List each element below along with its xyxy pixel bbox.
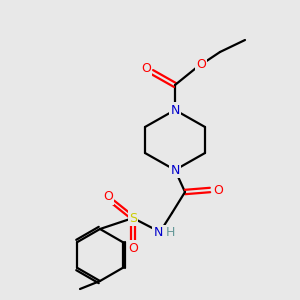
Text: N: N [153, 226, 163, 239]
Text: O: O [213, 184, 223, 196]
Text: O: O [196, 58, 206, 71]
Text: N: N [170, 103, 180, 116]
Text: O: O [141, 61, 151, 74]
Text: N: N [170, 164, 180, 176]
Text: S: S [129, 212, 137, 224]
Text: O: O [103, 190, 113, 203]
Text: H: H [165, 226, 175, 239]
Text: O: O [128, 242, 138, 254]
